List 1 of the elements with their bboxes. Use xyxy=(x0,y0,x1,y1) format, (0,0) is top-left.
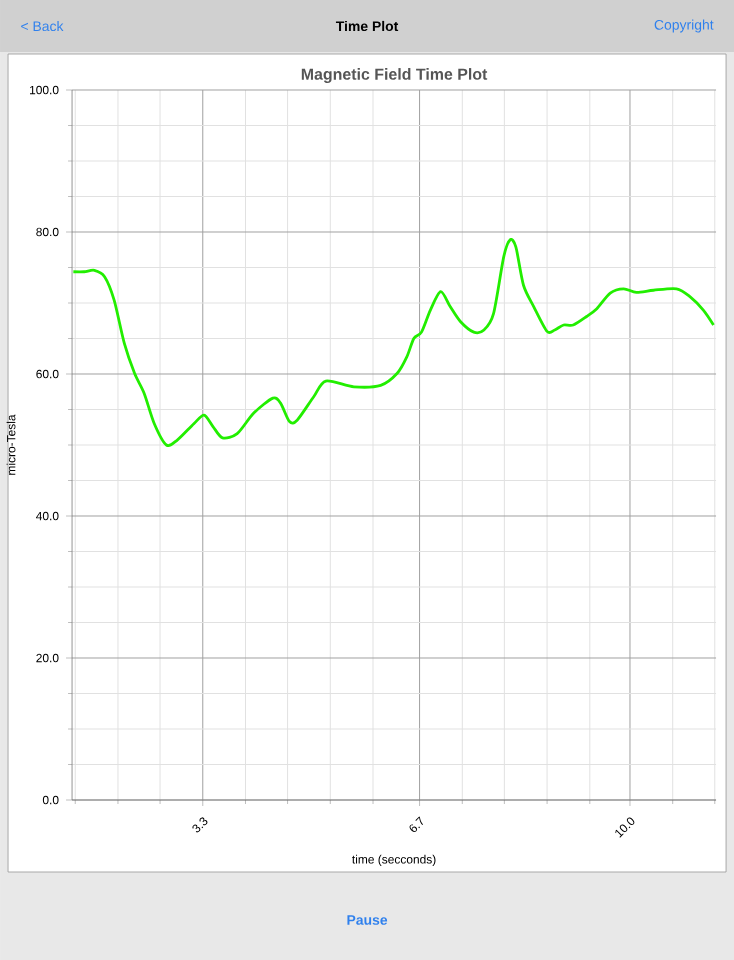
line-series xyxy=(72,238,715,448)
